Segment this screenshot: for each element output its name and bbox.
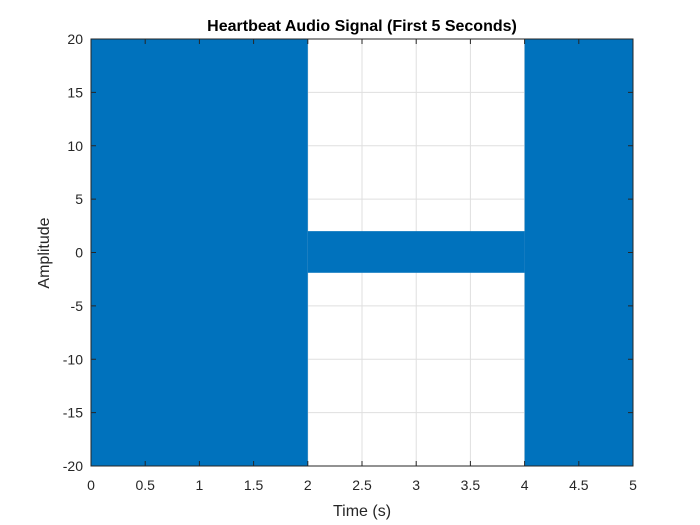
x-tick-label: 3.5 bbox=[461, 477, 481, 493]
y-tick-label: 0 bbox=[75, 245, 83, 261]
y-tick-label: 10 bbox=[67, 138, 83, 154]
y-tick-label: -10 bbox=[63, 351, 83, 367]
x-tick-label: 2.5 bbox=[352, 477, 372, 493]
chart-title: Heartbeat Audio Signal (First 5 Seconds) bbox=[207, 18, 517, 35]
y-tick-label: 15 bbox=[67, 84, 83, 100]
x-tick-label: 4 bbox=[521, 477, 529, 493]
y-tick-labels: 20 15 10 5 0 -5 -10 -15 -20 bbox=[63, 31, 83, 474]
signal-segment bbox=[91, 39, 308, 466]
x-tick-label: 2 bbox=[304, 477, 312, 493]
signal-segment bbox=[307, 231, 525, 273]
x-axis-label: Time (s) bbox=[333, 503, 391, 520]
x-tick-label: 4.5 bbox=[569, 477, 589, 493]
x-tick-label: 3 bbox=[412, 477, 420, 493]
x-tick-label: 1.5 bbox=[244, 477, 264, 493]
x-tick-label: 0.5 bbox=[135, 477, 155, 493]
x-tick-label: 0 bbox=[87, 477, 95, 493]
x-tick-labels: 0 0.5 1 1.5 2 2.5 3 3.5 4 4.5 5 bbox=[87, 477, 637, 493]
y-tick-label: 5 bbox=[75, 191, 83, 207]
x-tick-label: 1 bbox=[196, 477, 204, 493]
x-tick-label: 5 bbox=[629, 477, 637, 493]
signal-segment bbox=[524, 39, 633, 466]
y-tick-label: -15 bbox=[63, 405, 83, 421]
x-tick-marks bbox=[90, 39, 634, 466]
y-tick-label: 20 bbox=[67, 31, 83, 47]
y-tick-marks bbox=[91, 38, 633, 467]
y-axis-label: Amplitude bbox=[36, 217, 53, 288]
y-tick-label: -20 bbox=[63, 458, 83, 474]
signal-series bbox=[91, 39, 633, 466]
y-tick-label: -5 bbox=[71, 298, 84, 314]
